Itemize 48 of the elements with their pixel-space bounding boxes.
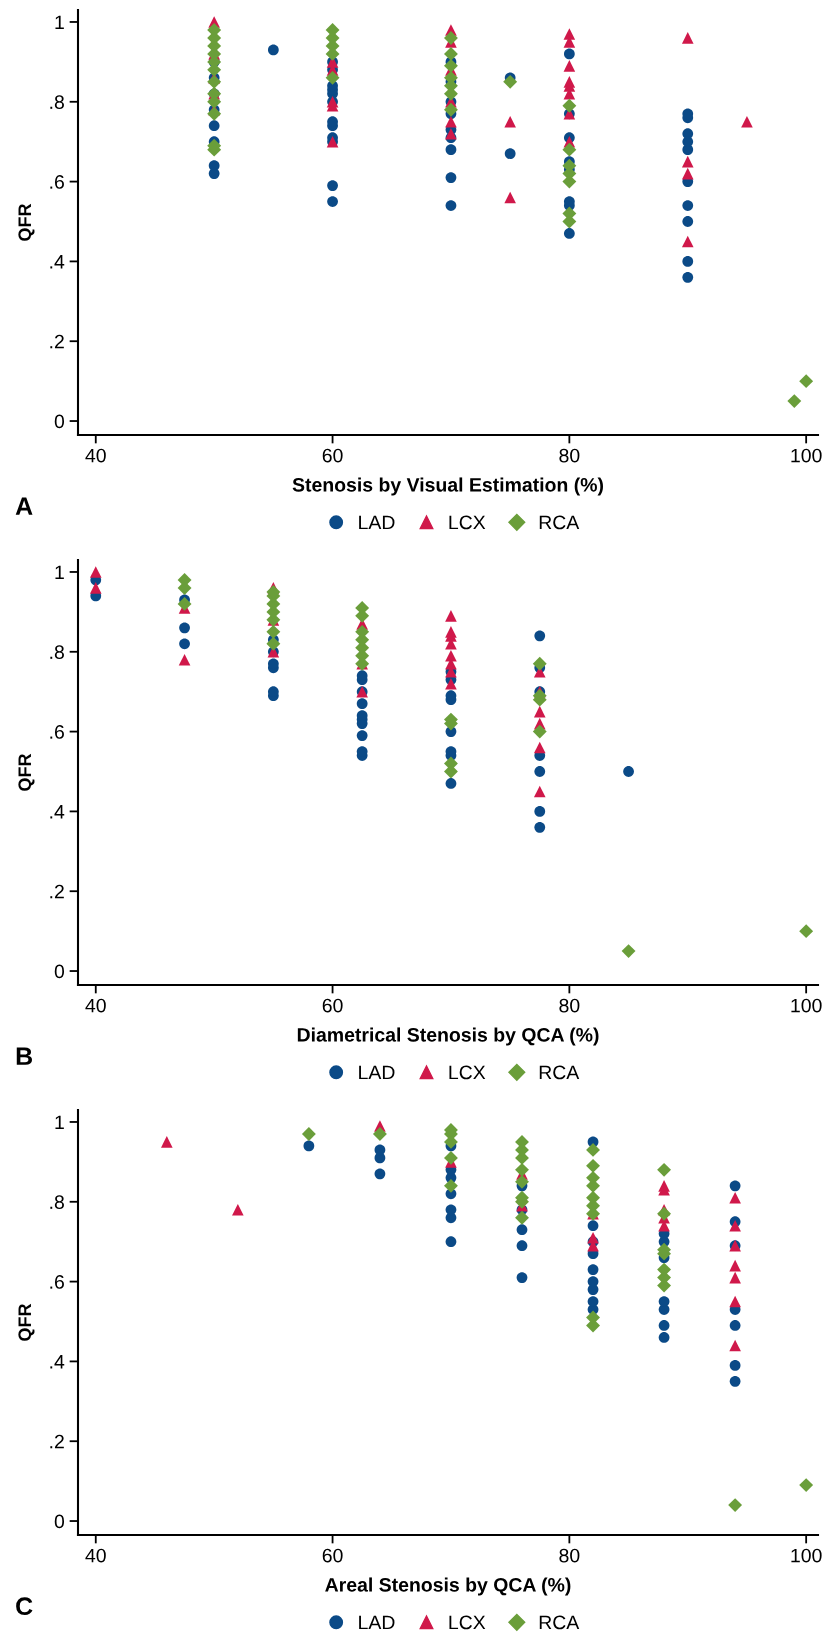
x-tick-label: 40	[85, 448, 106, 463]
y-tick-label: .8	[50, 95, 64, 110]
legend-label: LCX	[449, 1065, 486, 1080]
y-tick-label: .8	[50, 1195, 64, 1210]
x-tick-label: 100	[791, 448, 822, 463]
x-tick-label: 40	[85, 998, 106, 1013]
y-tick-label: 1	[55, 15, 64, 30]
y-tick-label: 1	[55, 565, 64, 580]
y-tick-label: .4	[50, 255, 65, 269]
y-axis-title: QFR	[18, 1303, 35, 1341]
x-tick-label: 80	[559, 1548, 580, 1563]
x-axis-title: Areal Stenosis by QCA (%)	[325, 1577, 571, 1596]
legend-label: LCX	[449, 515, 486, 530]
x-axis-title: Stenosis by Visual Estimation (%)	[292, 477, 603, 496]
legend-label: RCA	[539, 1065, 580, 1080]
y-axis-title: QFR	[18, 753, 35, 791]
legend-label: LAD	[359, 1065, 395, 1080]
x-tick-label: 40	[85, 1548, 106, 1563]
legend-label: RCA	[539, 1615, 580, 1630]
y-tick-label: .2	[50, 1434, 64, 1449]
y-tick-label: .6	[50, 725, 64, 739]
x-tick-label: 100	[791, 1548, 822, 1563]
y-axis-title: QFR	[18, 203, 35, 241]
y-tick-label: .6	[50, 1275, 64, 1289]
legend-label: RCA	[539, 515, 580, 530]
x-tick-label: 60	[322, 998, 343, 1013]
text: A	[15, 497, 33, 515]
y-tick-label: 0	[54, 414, 65, 429]
x-tick-label: 100	[791, 998, 822, 1013]
x-tick-label: 60	[322, 448, 343, 463]
y-tick-label: .2	[50, 334, 64, 349]
y-tick-label: .4	[50, 805, 65, 819]
y-tick-label: 1	[55, 1115, 64, 1130]
text: C	[16, 1597, 33, 1616]
x-tick-label: 60	[322, 1548, 343, 1563]
y-tick-label: .2	[50, 884, 64, 899]
legend-label: LAD	[359, 1615, 395, 1630]
y-tick-label: 0	[54, 1514, 65, 1529]
x-tick-label: 80	[559, 448, 580, 463]
x-axis-title: Diametrical Stenosis by QCA (%)	[297, 1027, 599, 1046]
y-tick-label: .4	[50, 1355, 65, 1369]
legend-label: LCX	[449, 1615, 486, 1630]
y-tick-label: .8	[50, 645, 64, 660]
y-tick-label: 0	[54, 964, 65, 979]
y-tick-label: .6	[50, 175, 64, 189]
text: B	[16, 1047, 33, 1065]
x-tick-label: 80	[559, 998, 580, 1013]
legend-label: LAD	[359, 515, 395, 530]
